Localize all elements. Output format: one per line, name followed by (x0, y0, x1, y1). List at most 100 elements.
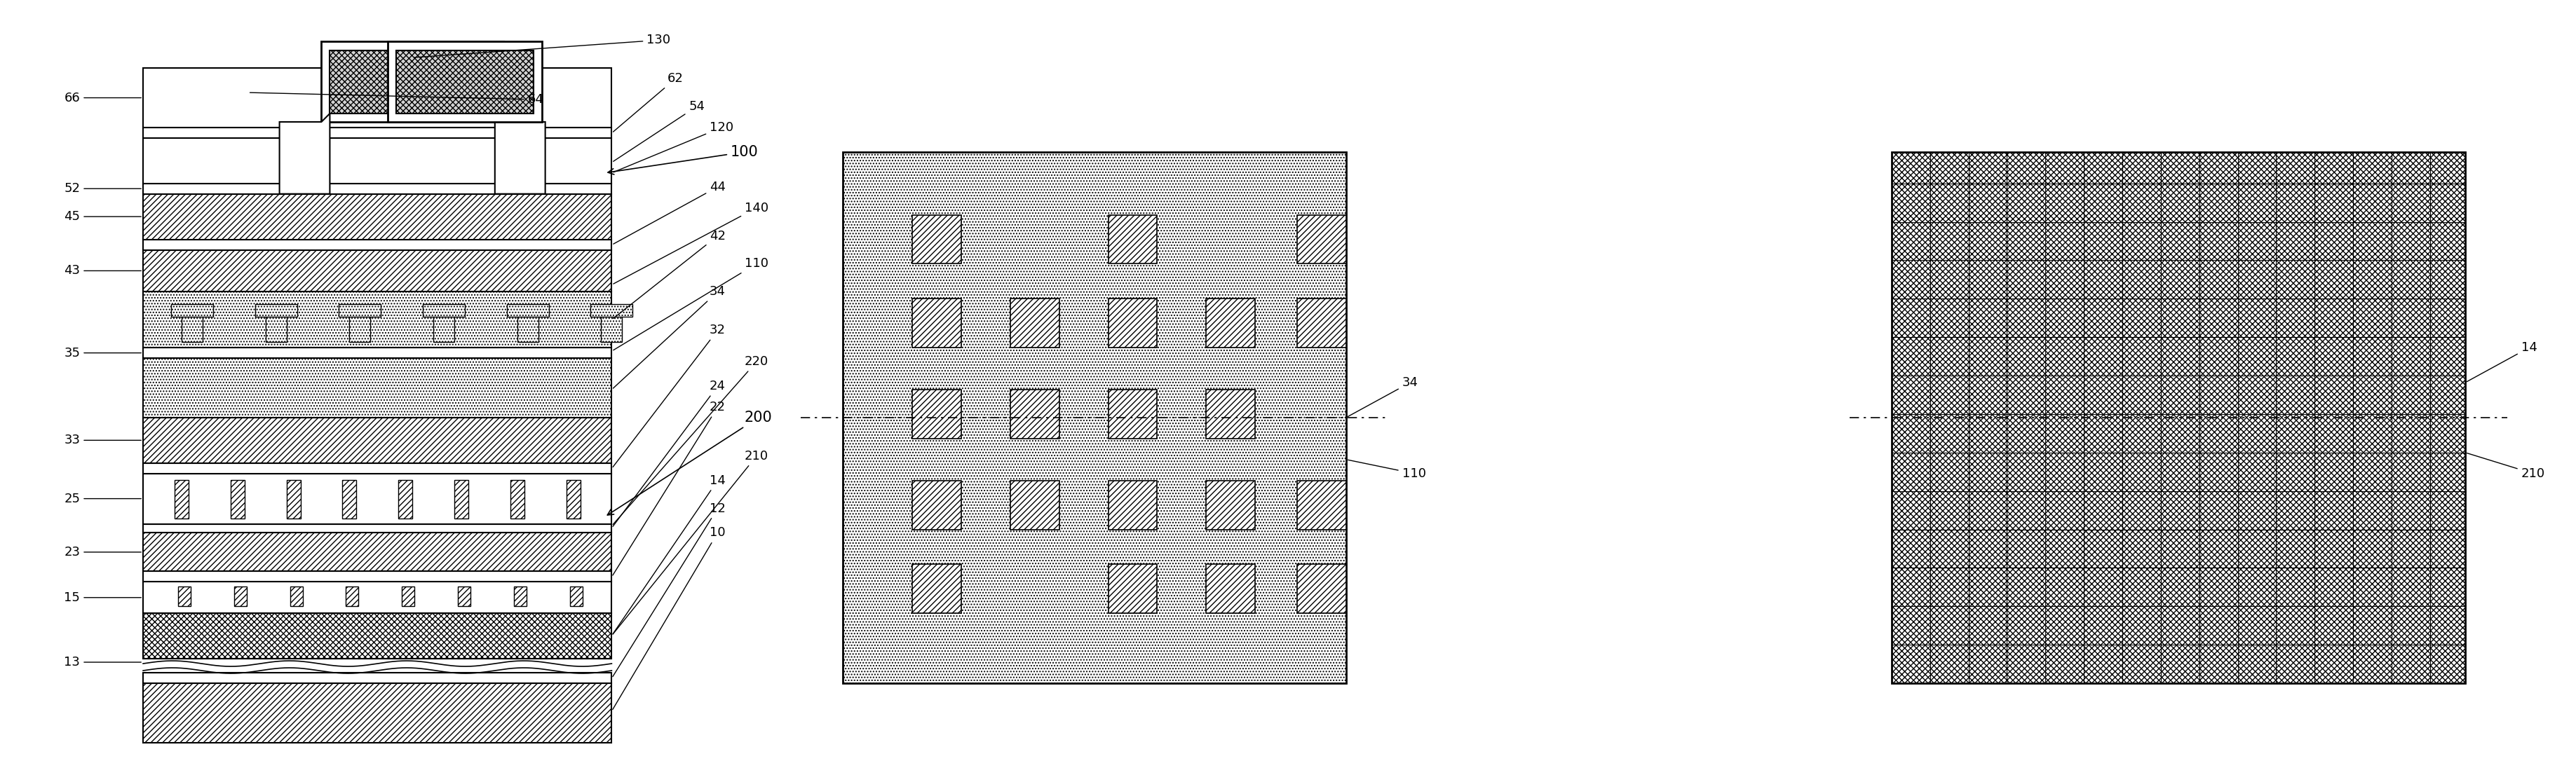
Bar (144, 138, 611, 184)
Bar (144, 572, 611, 582)
Bar (1010, 299, 1059, 348)
Bar (144, 613, 611, 658)
Bar (1891, 152, 2465, 683)
Bar (1108, 389, 1157, 439)
Bar (340, 304, 381, 317)
Text: 110: 110 (1347, 460, 1427, 480)
Text: 34: 34 (613, 285, 726, 389)
Bar (255, 304, 296, 317)
Bar (144, 194, 611, 239)
Text: 32: 32 (613, 324, 726, 467)
Bar (389, 41, 541, 122)
Bar (590, 304, 634, 317)
Bar (350, 310, 371, 342)
Text: 66: 66 (64, 91, 142, 104)
Text: 23: 23 (64, 546, 142, 558)
Text: 15: 15 (64, 591, 142, 604)
Text: 25: 25 (64, 493, 142, 505)
Text: 33: 33 (64, 434, 142, 447)
Text: 14: 14 (613, 474, 726, 634)
Text: 210: 210 (613, 450, 768, 634)
Bar (330, 51, 495, 113)
Text: 130: 130 (415, 34, 670, 57)
Text: 10: 10 (613, 526, 726, 709)
Bar (144, 358, 611, 418)
Bar (144, 184, 611, 194)
Text: 64: 64 (250, 92, 544, 106)
Bar (510, 480, 526, 518)
Bar (912, 215, 961, 264)
Text: 220: 220 (613, 355, 768, 525)
Bar (144, 348, 611, 358)
Bar (1108, 215, 1157, 264)
Bar (422, 304, 464, 317)
Bar (144, 239, 611, 249)
Text: 42: 42 (613, 230, 726, 318)
Bar (144, 673, 611, 683)
Polygon shape (495, 113, 546, 194)
Bar (144, 292, 611, 348)
Polygon shape (278, 113, 330, 194)
Bar (144, 68, 611, 127)
Text: 140: 140 (613, 202, 768, 284)
Text: 35: 35 (64, 346, 142, 359)
Bar (569, 586, 582, 606)
Text: 62: 62 (613, 72, 683, 132)
Bar (291, 586, 301, 606)
Bar (180, 310, 204, 342)
Bar (600, 310, 623, 342)
Bar (144, 127, 611, 138)
Bar (144, 533, 611, 572)
Bar (1206, 480, 1255, 529)
Bar (144, 463, 611, 473)
Bar (912, 480, 961, 529)
Bar (1108, 299, 1157, 348)
Bar (1108, 480, 1157, 529)
Text: 100: 100 (608, 145, 757, 174)
Bar (234, 586, 247, 606)
Bar (912, 565, 961, 613)
Text: 45: 45 (64, 210, 142, 223)
Bar (345, 586, 358, 606)
Bar (912, 389, 961, 439)
Bar (178, 586, 191, 606)
Bar (1010, 389, 1059, 439)
Bar (1206, 389, 1255, 439)
Bar (399, 480, 412, 518)
Text: 52: 52 (64, 182, 142, 195)
Bar (1108, 565, 1157, 613)
Bar (144, 524, 611, 533)
Bar (459, 586, 471, 606)
Bar (1298, 215, 1347, 264)
Bar (144, 683, 611, 743)
Text: 13: 13 (64, 656, 142, 669)
Bar (402, 586, 415, 606)
Bar (453, 480, 469, 518)
Bar (229, 480, 245, 518)
Bar (170, 304, 214, 317)
Bar (1010, 480, 1059, 529)
Text: 34: 34 (1347, 376, 1419, 417)
Bar (265, 310, 286, 342)
Text: 110: 110 (613, 257, 768, 350)
Bar (144, 582, 611, 613)
Bar (1298, 565, 1347, 613)
Bar (912, 299, 961, 348)
Bar (322, 41, 502, 122)
Bar (144, 473, 611, 524)
Text: 44: 44 (613, 181, 726, 244)
Bar (1206, 299, 1255, 348)
Bar (144, 249, 611, 292)
Text: 22: 22 (613, 400, 726, 576)
Text: 24: 24 (613, 380, 726, 526)
Bar (343, 480, 355, 518)
Bar (1298, 299, 1347, 348)
Text: 43: 43 (64, 264, 142, 277)
Bar (286, 480, 301, 518)
Bar (1298, 480, 1347, 529)
Text: 14: 14 (2468, 342, 2537, 382)
Bar (518, 310, 538, 342)
Bar (513, 586, 526, 606)
Bar (507, 304, 549, 317)
Text: 12: 12 (613, 502, 726, 676)
